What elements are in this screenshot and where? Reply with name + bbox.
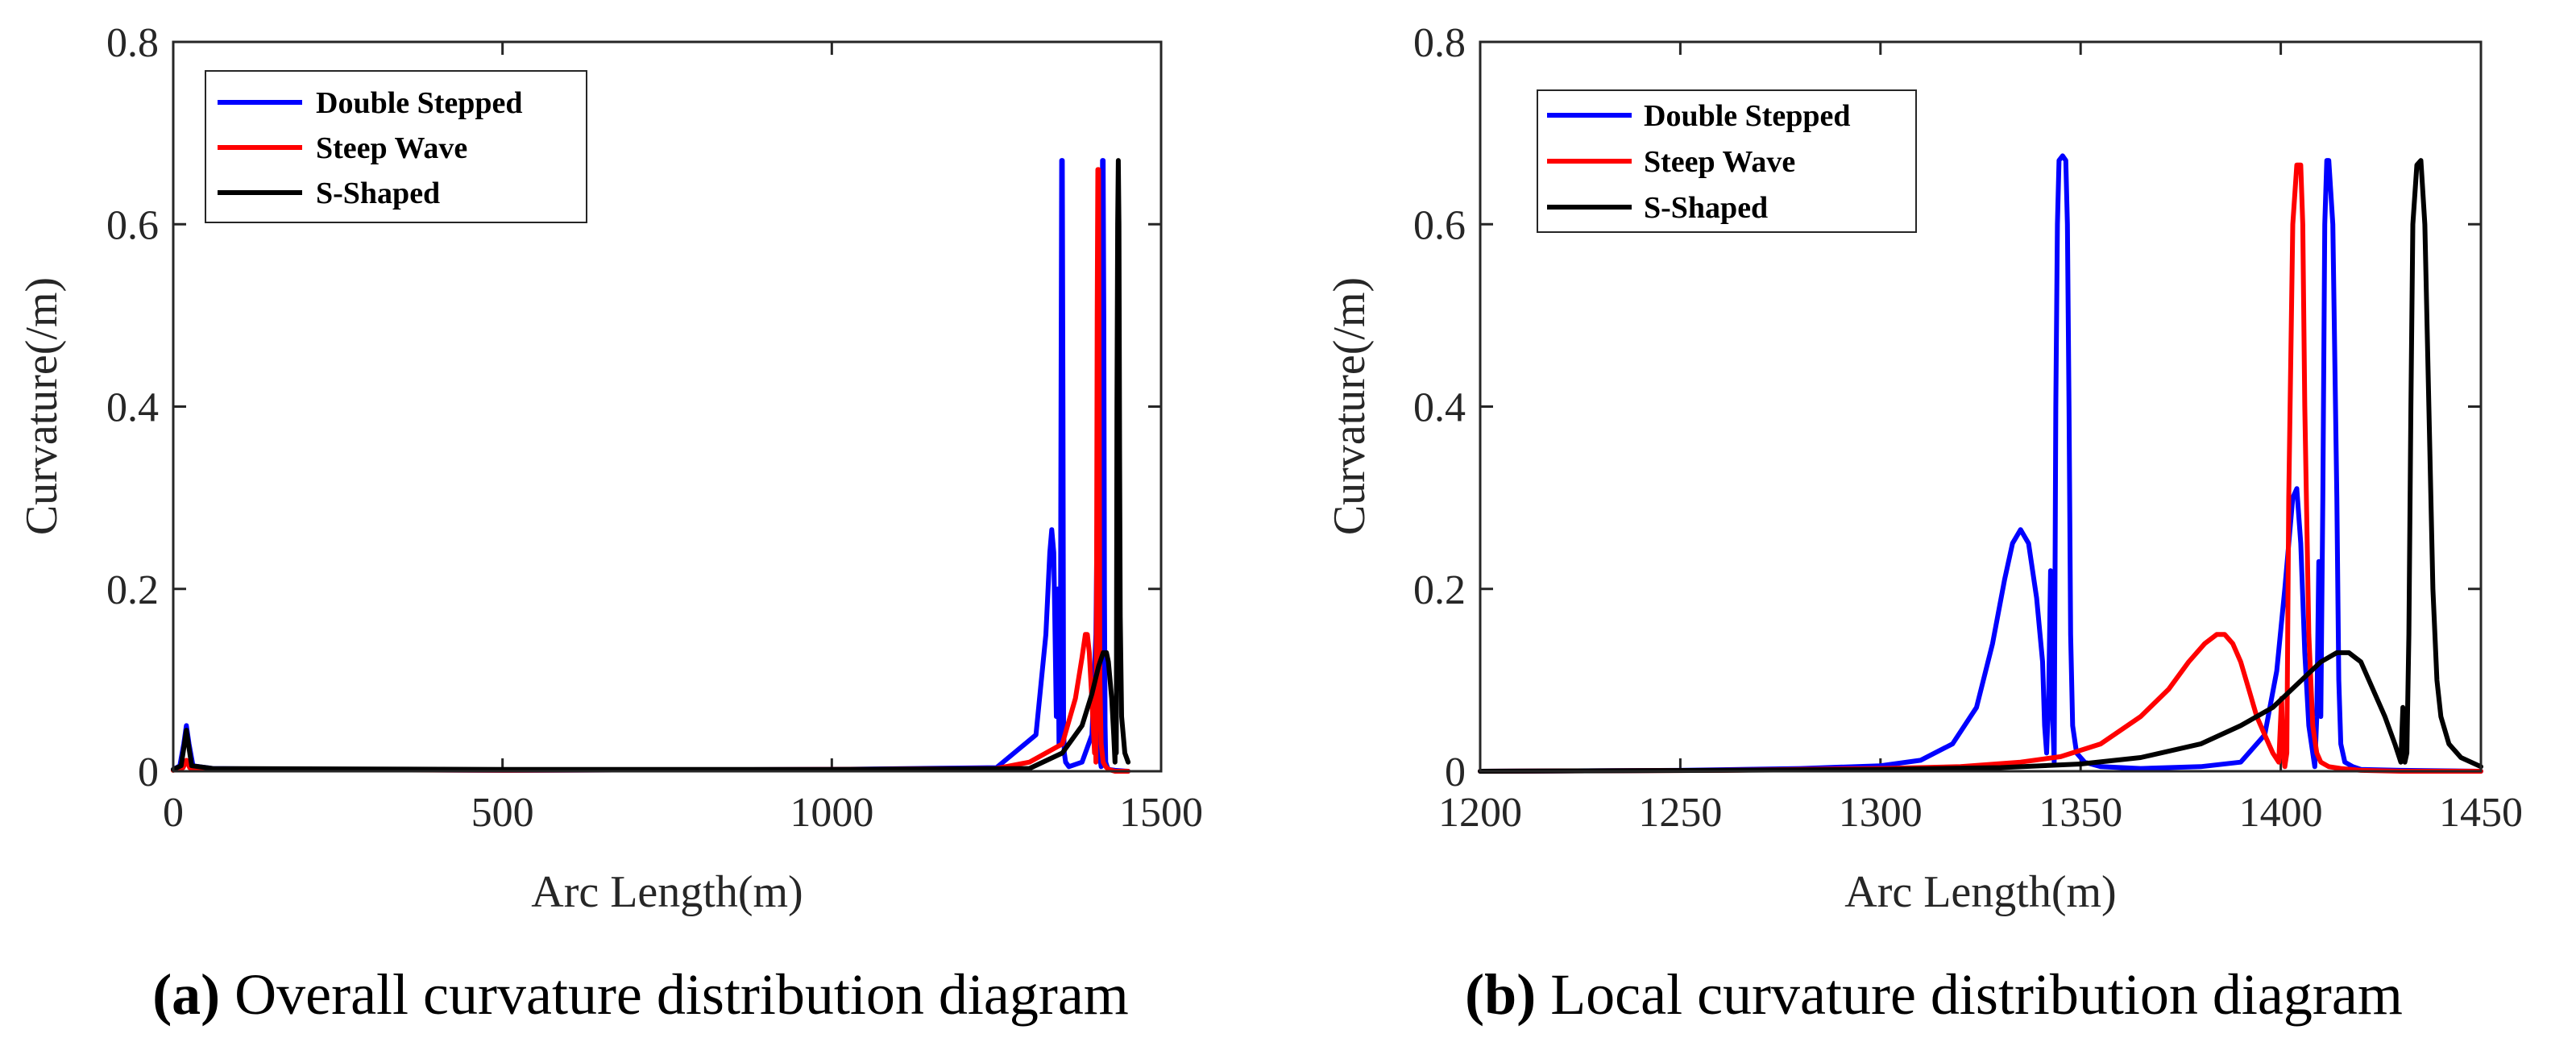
caption-close-paren: ) (1516, 962, 1536, 1027)
x-tick-label: 1250 (1638, 790, 1722, 836)
panel-caption: (a) Overall curvature distribution diagr… (152, 962, 1129, 1027)
y-axis-label: Curvature(/m) (17, 277, 67, 535)
x-tick-label: 1350 (2039, 790, 2122, 836)
y-axis-label: Curvature(/m) (1325, 277, 1375, 535)
legend: Double Stepped Steep Wave S-Shaped (205, 70, 587, 223)
legend-label-s-shaped: S-Shaped (316, 176, 440, 210)
caption-open-paren: ( (152, 962, 172, 1027)
x-axis-label: Arc Length(m) (1844, 867, 2116, 917)
legend-label-s-shaped: S-Shaped (1644, 191, 1768, 225)
legend-label-steep-wave: Steep Wave (1644, 145, 1795, 179)
caption-panel-letter: a (172, 962, 201, 1027)
plot-area-frame (172, 40, 1163, 773)
y-tick-label: 0.2 (106, 567, 159, 613)
caption-panel-letter: b (1484, 962, 1516, 1027)
legend-label-steep-wave: Steep Wave (316, 131, 467, 165)
x-tick-label: 500 (471, 790, 534, 836)
caption-text: Overall curvature distribution diagram (234, 962, 1129, 1027)
y-tick-label: 0 (1445, 749, 1466, 795)
caption-space (220, 962, 234, 1027)
legend-label-double-stepped: Double Stepped (1644, 99, 1851, 133)
y-tick-label: 0.8 (1413, 20, 1466, 66)
x-tick-label: 1500 (1119, 790, 1203, 836)
caption-open-paren: ( (1465, 962, 1484, 1027)
y-tick-label: 0.4 (1413, 385, 1466, 431)
x-tick-label: 0 (163, 790, 184, 836)
series-line-s-shaped (171, 158, 1131, 772)
y-tick-label: 0.8 (106, 20, 159, 66)
series-line-s-shaped (1478, 158, 2483, 774)
chart-panel-b: 1200 1250 1300 1350 1400 1450 0 0.2 0.4 0.6 0.8 Ar… (1325, 20, 2523, 1027)
legend-label-double-stepped: Double Stepped (316, 86, 523, 120)
series-line-steep-wave (1478, 162, 2483, 774)
y-tick-label: 0.6 (1413, 202, 1466, 248)
plot-area-frame (1479, 40, 2483, 773)
y-tick-label: 0 (138, 749, 159, 795)
caption-space (1536, 962, 1550, 1027)
panel-caption: (b) Local curvature distribution diagram (1465, 962, 2403, 1027)
x-tick-label: 1300 (1839, 790, 1923, 836)
x-tick-label: 1450 (2439, 790, 2523, 836)
x-tick-label: 1400 (2239, 790, 2323, 836)
y-tick-label: 0.4 (106, 385, 159, 431)
y-tick-label: 0.6 (106, 202, 159, 248)
caption-text: Local curvature distribution diagram (1550, 962, 2403, 1027)
legend: Double Stepped Steep Wave S-Shaped (1537, 89, 1917, 233)
x-axis-label: Arc Length(m) (531, 867, 803, 917)
y-tick-label: 0.2 (1413, 567, 1466, 613)
caption-close-paren: ) (201, 962, 220, 1027)
x-tick-label: 1000 (790, 790, 873, 836)
x-tick-label: 1200 (1438, 790, 1522, 836)
